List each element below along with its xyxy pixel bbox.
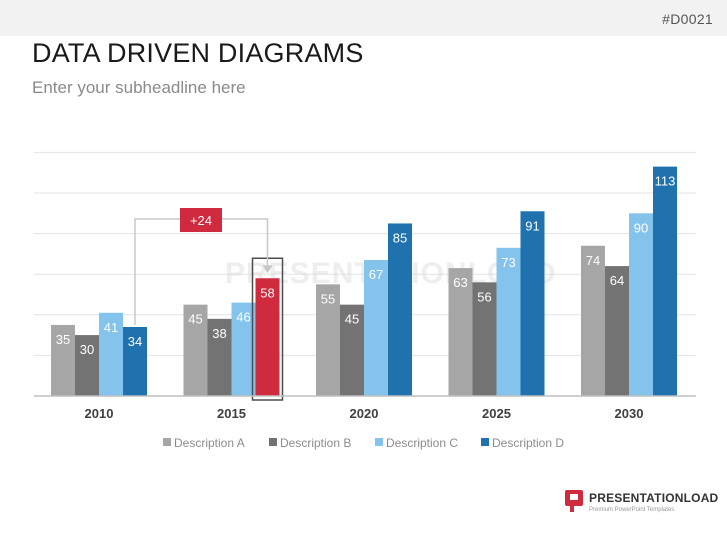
bar-data-label: 35 bbox=[56, 332, 70, 347]
bar-data-label: 91 bbox=[525, 218, 539, 233]
bar-data-label: 85 bbox=[393, 230, 407, 245]
presentationload-logo: PRESENTATIONLOAD Premium PowerPoint Temp… bbox=[565, 490, 719, 518]
page-subtitle: Enter your subheadline here bbox=[32, 78, 246, 97]
annotation-box bbox=[180, 208, 222, 232]
legend-label: Description D bbox=[492, 436, 564, 450]
bar-data-label: 90 bbox=[634, 220, 648, 235]
annotation-label: +24 bbox=[190, 213, 212, 228]
bar-data-label: 113 bbox=[655, 174, 676, 189]
bar bbox=[605, 266, 629, 396]
bar bbox=[448, 268, 473, 396]
bar bbox=[653, 166, 677, 396]
logo-mark-icon bbox=[565, 490, 583, 512]
bar-data-label: 30 bbox=[80, 342, 94, 357]
bar bbox=[123, 326, 147, 396]
logo-text: PRESENTATIONLOAD bbox=[589, 491, 719, 505]
top-bar: #D0021 bbox=[0, 0, 727, 36]
legend-swatch bbox=[375, 438, 383, 446]
bar bbox=[231, 302, 256, 396]
bar bbox=[340, 304, 364, 396]
bar-data-label: 67 bbox=[369, 267, 383, 282]
bar bbox=[255, 278, 280, 396]
bar-data-label: 63 bbox=[453, 275, 467, 290]
bar-data-label: 74 bbox=[586, 253, 600, 268]
bar-data-label: 46 bbox=[236, 310, 250, 325]
bar bbox=[51, 324, 75, 396]
bar bbox=[99, 312, 123, 396]
x-tick-label: 2030 bbox=[615, 406, 644, 421]
bar-data-label: 45 bbox=[188, 312, 202, 327]
logo-tagline: Premium PowerPoint Templates bbox=[589, 507, 675, 513]
connector-arrow-icon bbox=[262, 265, 273, 274]
legend-swatch bbox=[269, 438, 277, 446]
bar-data-label: 41 bbox=[104, 320, 118, 335]
x-tick-label: 2020 bbox=[350, 406, 379, 421]
slide-code: #D0021 bbox=[662, 11, 713, 27]
legend-label: Description C bbox=[386, 436, 458, 450]
bar bbox=[207, 318, 232, 396]
bar-data-label: 56 bbox=[477, 289, 491, 304]
bar-data-label: 55 bbox=[321, 291, 335, 306]
bar bbox=[316, 284, 340, 396]
bar-data-label: 64 bbox=[610, 273, 624, 288]
page-title: DATA DRIVEN DIAGRAMS bbox=[32, 38, 364, 68]
bar-data-label: 38 bbox=[212, 326, 226, 341]
x-tick-label: 2015 bbox=[217, 406, 246, 421]
legend-swatch bbox=[163, 438, 171, 446]
bar-data-label: 58 bbox=[260, 285, 274, 300]
bar-data-label: 45 bbox=[345, 312, 359, 327]
bar bbox=[581, 245, 605, 396]
legend-swatch bbox=[481, 438, 489, 446]
bar bbox=[520, 211, 545, 396]
legend-label: Description A bbox=[174, 436, 245, 450]
bar bbox=[364, 259, 388, 396]
bar-data-label: 34 bbox=[128, 334, 142, 349]
bar bbox=[183, 304, 208, 396]
x-tick-label: 2025 bbox=[482, 406, 511, 421]
bar bbox=[472, 282, 497, 396]
bar bbox=[75, 335, 99, 396]
bar-data-label: 73 bbox=[501, 255, 515, 270]
bar bbox=[629, 213, 653, 396]
x-tick-label: 2010 bbox=[85, 406, 114, 421]
bar bbox=[496, 247, 521, 396]
legend-label: Description B bbox=[280, 436, 351, 450]
bar bbox=[388, 223, 412, 396]
